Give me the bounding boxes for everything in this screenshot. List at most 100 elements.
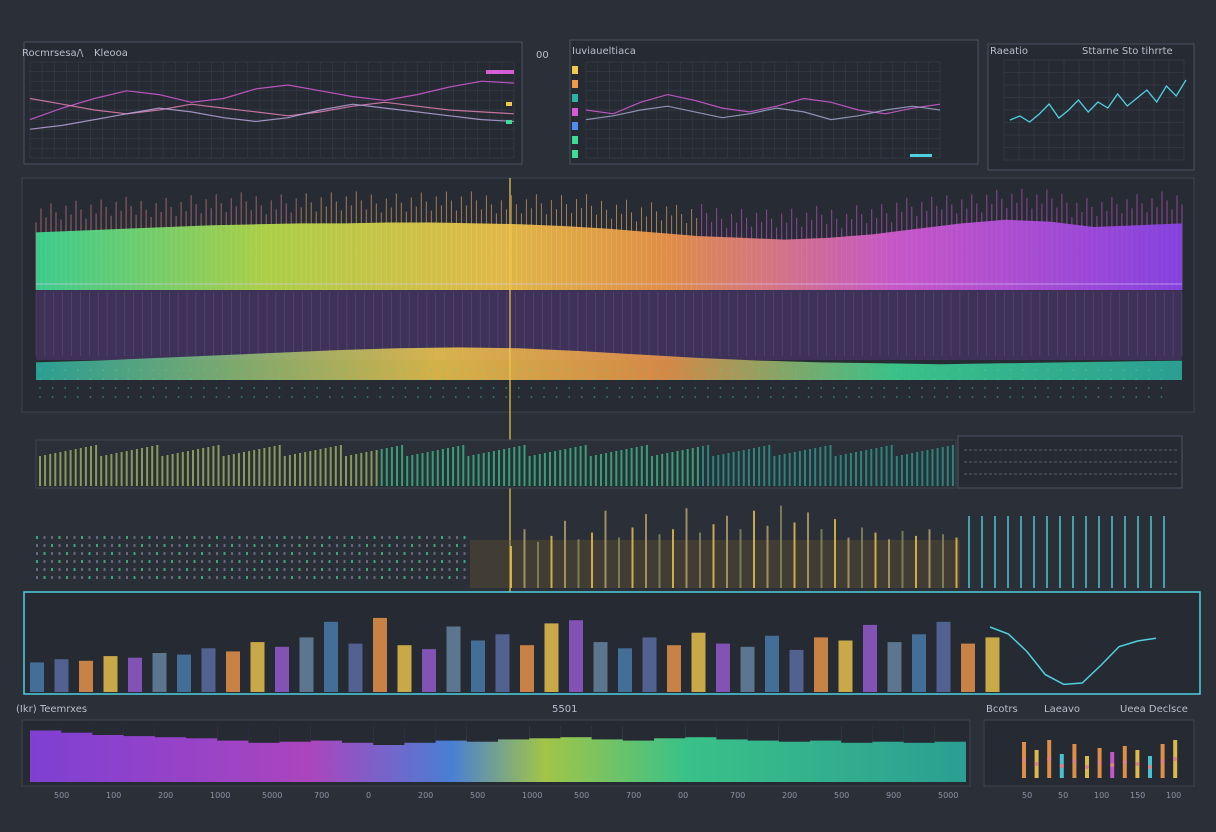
dot [694, 378, 697, 380]
dot [1122, 378, 1125, 380]
mini-bar-marker [1173, 757, 1178, 761]
dot [769, 369, 772, 371]
series-line-0 [585, 93, 941, 115]
dot-cell [118, 568, 121, 571]
dot [253, 396, 256, 398]
dot [51, 378, 54, 380]
dot [228, 387, 230, 389]
dot [580, 378, 583, 380]
lower-bar [520, 645, 534, 692]
dot [341, 378, 344, 380]
dot-cell [343, 568, 346, 571]
dot-cell [396, 568, 398, 571]
bottom-bar-mask [342, 726, 374, 743]
dot-cell [313, 544, 316, 547]
dot-cell [426, 536, 428, 539]
dot-cell [231, 552, 233, 555]
dot-cell [43, 536, 46, 539]
bottom-bar-mask [123, 726, 155, 737]
lower-bar [397, 645, 412, 692]
dot-cell [163, 568, 166, 571]
dot [669, 378, 671, 380]
dot-cell [171, 568, 173, 571]
dot [1034, 387, 1037, 389]
dot-cell [261, 536, 263, 539]
dot [593, 369, 596, 371]
dot-cell [238, 536, 241, 539]
dot [316, 396, 319, 398]
dot [127, 378, 130, 380]
dot-cell [343, 536, 346, 539]
dot-cell [268, 536, 271, 539]
dot [39, 387, 41, 389]
dot-cell [291, 552, 293, 555]
dot [467, 396, 470, 398]
dot [303, 387, 306, 389]
green-band-frame [35, 439, 957, 489]
mid-bar [753, 510, 755, 588]
top-panel-right-frame [987, 43, 1195, 171]
dot [1059, 378, 1062, 380]
dot-cell [448, 576, 451, 579]
dot [555, 396, 558, 398]
lower-bar [765, 635, 779, 692]
lower-bar [789, 649, 804, 692]
dot-cell [208, 552, 211, 555]
dot [51, 369, 54, 371]
bottom-bar-mask [279, 726, 311, 742]
dot-cell [381, 568, 383, 571]
dot [215, 396, 218, 398]
lower-bar [716, 643, 730, 692]
dot-cell [261, 552, 263, 555]
lower-bar-panel [23, 591, 1201, 695]
dot-cell [396, 552, 398, 555]
dot-cell [313, 560, 316, 563]
top-panel-left-grid [29, 61, 515, 159]
dot-cell [441, 536, 443, 539]
dot-cell [388, 552, 391, 555]
dot [694, 369, 697, 371]
dot [278, 378, 281, 380]
mid-bar [928, 529, 931, 588]
legend-swatch-6 [572, 150, 578, 158]
dot-cell [171, 536, 173, 539]
dot [744, 378, 747, 380]
dot-cell [193, 544, 196, 547]
lower-bar [250, 642, 265, 692]
dot [958, 387, 961, 389]
dot [895, 387, 898, 389]
dot [202, 387, 205, 389]
dot-cell [163, 544, 166, 547]
bottom-right-label-c: Ueea Declsce [1120, 704, 1188, 715]
dot [795, 396, 797, 398]
teal-bar [968, 516, 970, 588]
dot [417, 396, 419, 398]
dot-cell [126, 576, 128, 579]
mid-bar [618, 537, 620, 588]
dot [996, 387, 999, 389]
dot-cell [118, 536, 121, 539]
legend-swatch-0 [572, 66, 578, 74]
dot-cell [103, 576, 106, 579]
dot [1072, 387, 1075, 389]
dot-cell [403, 576, 406, 579]
dot-cell [58, 576, 61, 579]
dot [114, 369, 117, 371]
dot-cell [456, 552, 458, 555]
dot-cell [298, 544, 301, 547]
dot [984, 378, 986, 380]
mid-bar [564, 520, 566, 588]
legend-swatch-4 [572, 122, 578, 130]
dot-cell [411, 536, 413, 539]
bottom-bar-mask [622, 726, 654, 741]
dot-cell [268, 576, 271, 579]
dot-cell [36, 576, 38, 579]
mini-tick-label: 50 [1022, 791, 1032, 800]
dot [933, 378, 936, 380]
dot [996, 369, 999, 371]
dot-cell [358, 576, 361, 579]
dot-cell [291, 536, 293, 539]
dot [39, 396, 41, 398]
bottom-right-label-a: Bcotrs [986, 704, 1018, 715]
tick-label: 100 [106, 791, 121, 800]
